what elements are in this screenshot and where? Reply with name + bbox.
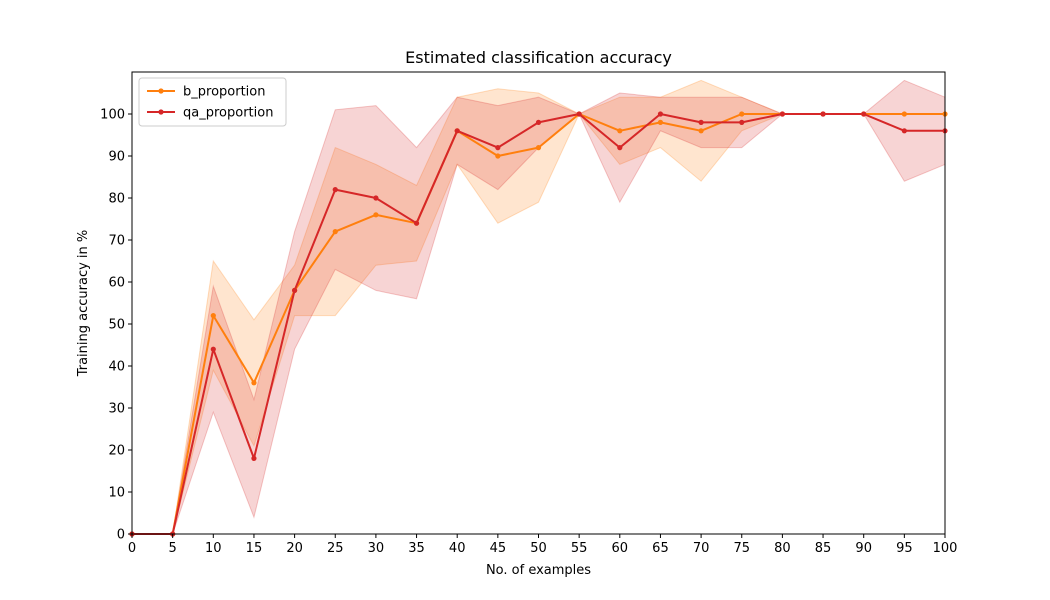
x-tick-label: 35	[408, 541, 425, 556]
y-tick-label: 90	[108, 150, 125, 165]
legend-swatch-marker	[158, 88, 164, 94]
point-qa_proportion	[292, 287, 298, 293]
point-qa_proportion	[210, 346, 216, 352]
x-tick-label: 40	[449, 541, 466, 556]
point-qa_proportion	[535, 119, 542, 125]
point-b_proportion	[251, 380, 257, 386]
y-tick-label: 30	[108, 402, 125, 417]
point-qa_proportion	[901, 128, 907, 134]
x-tick-label: 20	[286, 541, 303, 556]
y-tick-label: 20	[108, 444, 125, 459]
point-qa_proportion	[413, 220, 420, 226]
x-tick-label: 15	[246, 541, 263, 556]
band-b_proportion	[132, 79, 945, 535]
x-tick-label: 30	[368, 541, 385, 556]
y-tick-label: 40	[108, 360, 125, 375]
point-b_proportion	[535, 145, 542, 151]
x-tick-label: 60	[612, 541, 629, 556]
point-b_proportion	[698, 128, 704, 134]
x-axis-ticks: 0 5 10 15 20 25 30 35 40 45 50 55 60 65 70 75 80 85 90 95 10…	[128, 534, 958, 556]
point-b_proportion	[617, 128, 623, 134]
point-b_proportion	[657, 119, 664, 125]
legend-swatch-marker	[158, 109, 164, 115]
x-tick-label: 95	[896, 541, 913, 556]
point-qa_proportion	[454, 128, 460, 134]
point-b_proportion	[495, 153, 501, 159]
point-b_proportion	[373, 212, 379, 218]
x-tick-label: 70	[693, 541, 710, 556]
point-qa_proportion	[779, 111, 786, 117]
point-qa_proportion	[657, 111, 664, 117]
chart-title: Estimated classification accuracy	[405, 48, 672, 67]
x-axis-label: No. of examples	[486, 563, 591, 578]
point-b_proportion	[901, 111, 907, 117]
point-b_proportion	[739, 111, 745, 117]
y-tick-label: 80	[108, 192, 125, 207]
x-tick-label: 5	[169, 541, 177, 556]
legend-label: b_proportion	[183, 85, 265, 100]
y-axis-label: Training accuracy in %	[76, 230, 91, 378]
legend-label: qa_proportion	[183, 106, 273, 121]
point-qa_proportion	[495, 145, 501, 151]
x-tick-label: 50	[530, 541, 547, 556]
x-tick-label: 10	[205, 541, 222, 556]
y-tick-label: 50	[108, 318, 125, 333]
x-tick-label: 0	[128, 541, 136, 556]
point-qa_proportion	[861, 111, 867, 117]
x-tick-label: 45	[490, 541, 507, 556]
point-b_proportion	[332, 229, 338, 235]
y-tick-label: 10	[108, 486, 125, 501]
point-b_proportion	[210, 313, 216, 319]
x-tick-label: 65	[652, 541, 669, 556]
point-qa_proportion	[576, 111, 582, 117]
point-qa_proportion	[739, 119, 745, 125]
x-tick-label: 55	[571, 541, 588, 556]
x-tick-label: 25	[327, 541, 344, 556]
point-qa_proportion	[251, 455, 257, 461]
y-tick-label: 0	[117, 528, 125, 543]
y-tick-label: 100	[100, 108, 125, 123]
x-tick-label: 80	[774, 541, 791, 556]
legend: b_proportion qa_proportion	[138, 77, 287, 127]
x-tick-label: 100	[933, 541, 958, 556]
y-tick-label: 70	[108, 234, 125, 249]
x-tick-label: 75	[733, 541, 750, 556]
point-qa_proportion	[332, 187, 338, 193]
x-tick-label: 85	[815, 541, 832, 556]
point-qa_proportion	[820, 111, 826, 117]
y-axis-ticks: 0 10 20 30 40 50 60 70 80 90 100	[100, 108, 132, 543]
point-qa_proportion	[617, 145, 623, 151]
point-qa_proportion	[373, 195, 379, 201]
y-tick-label: 60	[108, 276, 125, 291]
point-qa_proportion	[698, 119, 704, 125]
legend-box	[138, 77, 287, 127]
x-tick-label: 90	[855, 541, 872, 556]
